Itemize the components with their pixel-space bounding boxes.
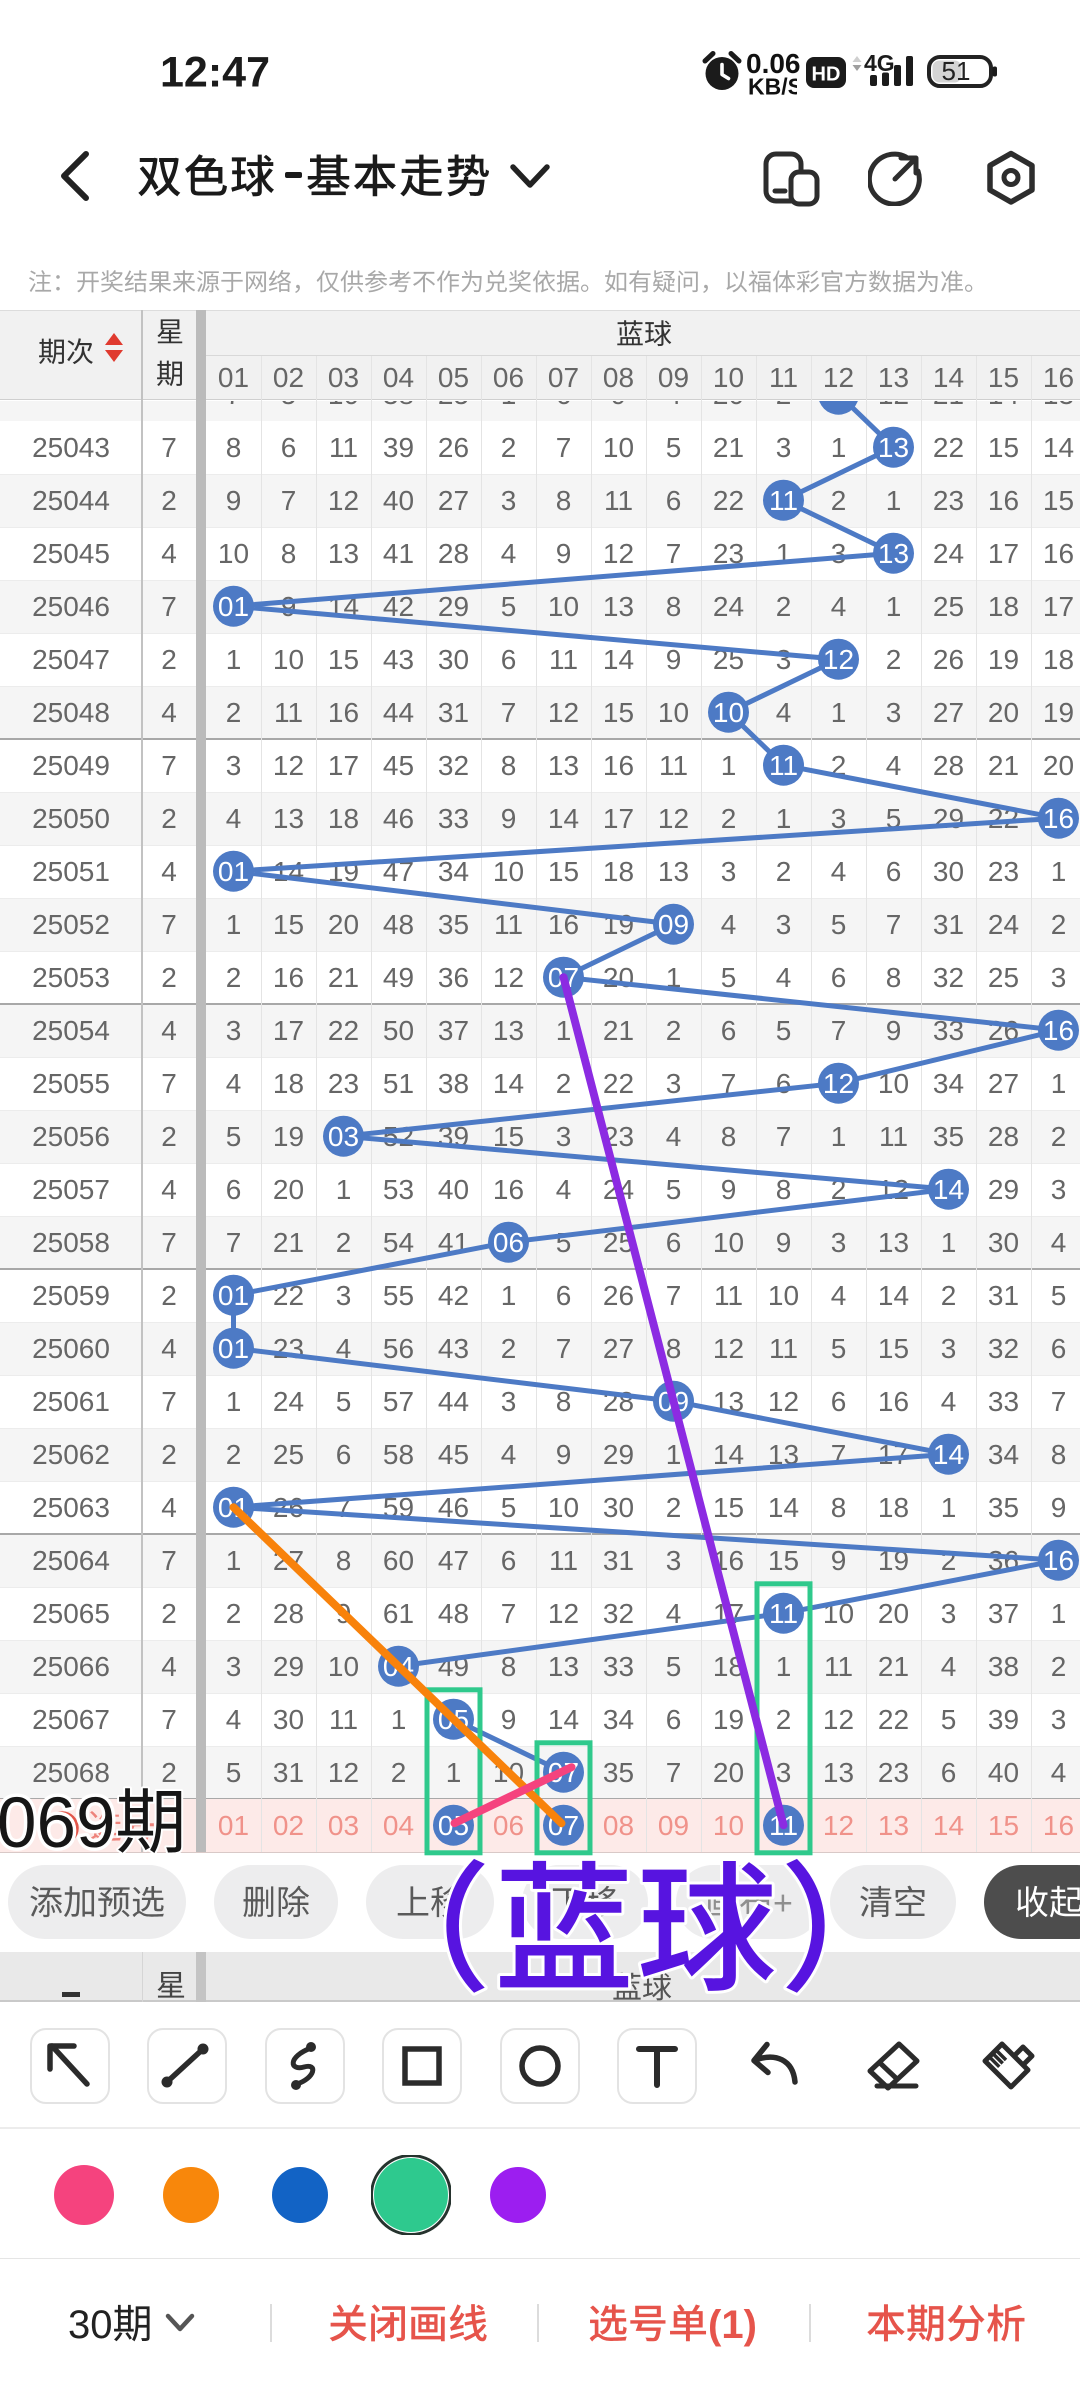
svg-text:13: 13 xyxy=(878,538,909,569)
svg-text:51: 51 xyxy=(942,56,971,86)
svg-text:+: + xyxy=(773,1884,793,1922)
svg-text:11: 11 xyxy=(769,485,798,516)
svg-text:06: 06 xyxy=(493,1227,524,1258)
svg-text:16: 16 xyxy=(1043,1015,1074,1046)
svg-text:11: 11 xyxy=(769,1598,798,1629)
svg-text:16: 16 xyxy=(1043,1545,1074,1576)
svg-text:11: 11 xyxy=(769,750,798,781)
svg-text:4G: 4G xyxy=(864,50,895,76)
svg-text:10: 10 xyxy=(713,697,744,728)
svg-text:01: 01 xyxy=(218,1333,249,1364)
svg-text:HD: HD xyxy=(812,64,841,86)
svg-text:14: 14 xyxy=(933,1174,964,1205)
svg-text:16: 16 xyxy=(1043,803,1074,834)
svg-text:09: 09 xyxy=(658,909,689,940)
svg-text:30: 30 xyxy=(68,2303,113,2347)
svg-text:13: 13 xyxy=(878,432,909,463)
svg-text:0.06: 0.06 xyxy=(746,48,801,79)
svg-text:01: 01 xyxy=(218,1280,249,1311)
svg-text:12: 12 xyxy=(823,644,854,675)
svg-text:01: 01 xyxy=(218,591,249,622)
svg-text:01: 01 xyxy=(218,856,249,887)
svg-text:12: 12 xyxy=(823,1068,854,1099)
svg-text:(1): (1) xyxy=(708,2303,757,2347)
svg-text:KB/S: KB/S xyxy=(748,73,797,99)
svg-text:069: 069 xyxy=(0,1784,115,1863)
svg-text:14: 14 xyxy=(933,1439,964,1470)
svg-text:03: 03 xyxy=(328,1121,359,1152)
svg-text:12:47: 12:47 xyxy=(160,48,270,96)
